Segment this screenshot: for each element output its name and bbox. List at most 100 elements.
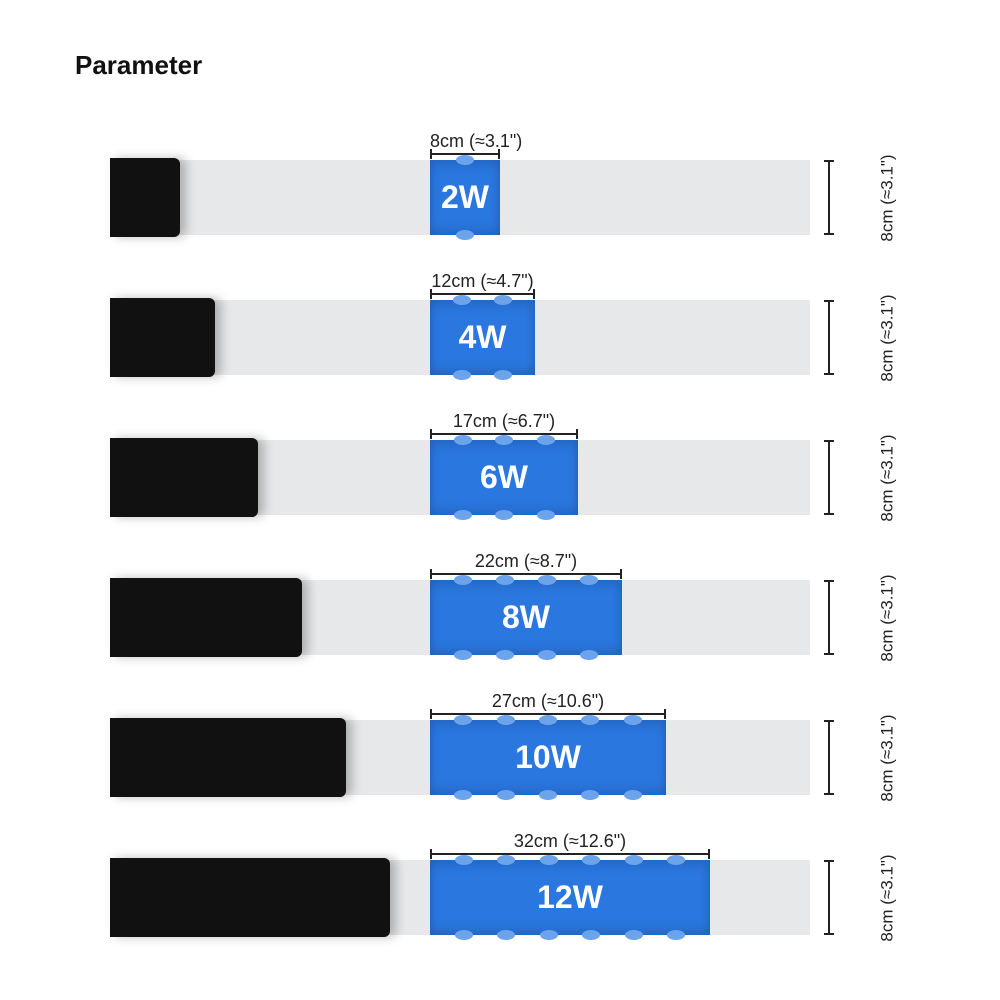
- parameter-rows: 2W8cm (≈3.1")8cm (≈3.1")4W12cm (≈4.7")8c…: [110, 135, 890, 975]
- parameter-row: 6W17cm (≈6.7")8cm (≈3.1"): [110, 415, 890, 555]
- product-black: [110, 158, 180, 237]
- width-dimension-rule: [430, 853, 710, 855]
- led-dot: [580, 575, 598, 585]
- width-dimension-rule: [430, 433, 578, 435]
- led-dots-top: [430, 575, 622, 585]
- led-dot: [625, 855, 643, 865]
- led-dot: [454, 650, 472, 660]
- led-dot: [537, 510, 555, 520]
- led-dots-top: [430, 155, 500, 165]
- led-dot: [538, 650, 556, 660]
- height-dimension-rule: [828, 860, 830, 935]
- led-dot: [494, 370, 512, 380]
- led-dots-bottom: [430, 370, 535, 380]
- led-dot: [455, 930, 473, 940]
- parameter-row: 4W12cm (≈4.7")8cm (≈3.1"): [110, 275, 890, 415]
- led-dot: [537, 435, 555, 445]
- product-blue: 2W: [430, 160, 500, 235]
- product-black: [110, 858, 390, 937]
- parameter-row: 2W8cm (≈3.1")8cm (≈3.1"): [110, 135, 890, 275]
- width-dimension-rule: [430, 293, 535, 295]
- led-dot: [495, 510, 513, 520]
- product-black: [110, 578, 302, 657]
- led-dot: [456, 155, 474, 165]
- height-dimension: 8cm (≈3.1"): [822, 720, 892, 795]
- led-dot: [624, 715, 642, 725]
- wattage-label: 10W: [515, 739, 581, 776]
- height-dimension-rule: [828, 440, 830, 515]
- led-dot: [455, 855, 473, 865]
- width-dimension-label: 8cm (≈3.1"): [430, 131, 500, 152]
- led-dot: [667, 855, 685, 865]
- led-dot: [540, 930, 558, 940]
- height-dimension: 8cm (≈3.1"): [822, 160, 892, 235]
- product-blue: 8W: [430, 580, 622, 655]
- height-dimension: 8cm (≈3.1"): [822, 440, 892, 515]
- product-black: [110, 298, 215, 377]
- led-dot: [454, 510, 472, 520]
- wattage-label: 8W: [502, 599, 550, 636]
- led-dot: [497, 715, 515, 725]
- height-dimension-rule: [828, 580, 830, 655]
- led-dots-bottom: [430, 510, 578, 520]
- led-dot: [582, 855, 600, 865]
- product-blue: 10W: [430, 720, 666, 795]
- led-dot: [540, 855, 558, 865]
- led-dots-top: [430, 435, 578, 445]
- height-dimension-label: 8cm (≈3.1"): [878, 154, 898, 241]
- led-dot: [497, 855, 515, 865]
- led-dot: [625, 930, 643, 940]
- led-dot: [454, 435, 472, 445]
- width-dimension-label: 27cm (≈10.6"): [430, 691, 666, 712]
- led-dot: [580, 650, 598, 660]
- width-dimension-label: 32cm (≈12.6"): [430, 831, 710, 852]
- led-dot: [624, 790, 642, 800]
- led-dot: [539, 715, 557, 725]
- led-dots-top: [430, 295, 535, 305]
- led-dot: [495, 435, 513, 445]
- height-dimension-label: 8cm (≈3.1"): [878, 854, 898, 941]
- width-dimension-rule: [430, 153, 500, 155]
- wattage-label: 4W: [459, 319, 507, 356]
- height-dimension-rule: [828, 300, 830, 375]
- product-blue: 6W: [430, 440, 578, 515]
- led-dot: [456, 230, 474, 240]
- wattage-label: 6W: [480, 459, 528, 496]
- led-dot: [496, 650, 514, 660]
- width-dimension-label: 12cm (≈4.7"): [430, 271, 535, 292]
- led-dots-bottom: [430, 790, 666, 800]
- led-dot: [497, 930, 515, 940]
- led-dot: [454, 575, 472, 585]
- height-dimension-label: 8cm (≈3.1"): [878, 714, 898, 801]
- led-dots-top: [430, 715, 666, 725]
- led-dot: [497, 790, 515, 800]
- parameter-row: 12W32cm (≈12.6")8cm (≈3.1"): [110, 835, 890, 975]
- led-dots-bottom: [430, 650, 622, 660]
- led-dot: [494, 295, 512, 305]
- height-dimension: 8cm (≈3.1"): [822, 300, 892, 375]
- led-dot: [496, 575, 514, 585]
- height-dimension-rule: [828, 160, 830, 235]
- parameter-row: 10W27cm (≈10.6")8cm (≈3.1"): [110, 695, 890, 835]
- led-dot: [667, 930, 685, 940]
- led-dots-bottom: [430, 930, 710, 940]
- height-dimension-rule: [828, 720, 830, 795]
- wattage-label: 2W: [441, 179, 489, 216]
- width-dimension-rule: [430, 713, 666, 715]
- height-dimension: 8cm (≈3.1"): [822, 580, 892, 655]
- width-dimension-rule: [430, 573, 622, 575]
- led-dot: [453, 295, 471, 305]
- led-dot: [581, 715, 599, 725]
- led-dot: [581, 790, 599, 800]
- led-dots-bottom: [430, 230, 500, 240]
- led-dots-top: [430, 855, 710, 865]
- product-blue: 4W: [430, 300, 535, 375]
- height-dimension-label: 8cm (≈3.1"): [878, 434, 898, 521]
- width-dimension-label: 17cm (≈6.7"): [430, 411, 578, 432]
- parameter-row: 8W22cm (≈8.7")8cm (≈3.1"): [110, 555, 890, 695]
- led-dot: [539, 790, 557, 800]
- led-dot: [454, 790, 472, 800]
- height-dimension-label: 8cm (≈3.1"): [878, 574, 898, 661]
- height-dimension: 8cm (≈3.1"): [822, 860, 892, 935]
- led-dot: [582, 930, 600, 940]
